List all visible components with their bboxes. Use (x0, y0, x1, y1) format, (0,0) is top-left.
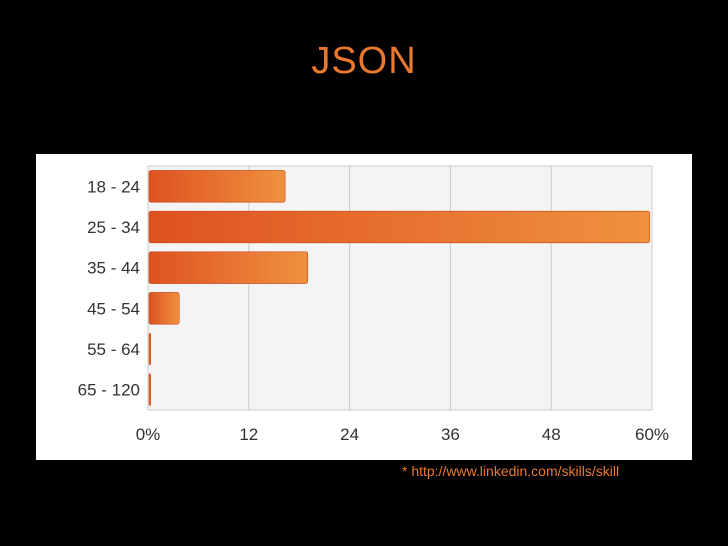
x-tick-label: 48 (542, 425, 561, 444)
bar-55-64 (148, 332, 151, 366)
x-tick-label: 36 (441, 425, 460, 444)
category-label: 55 - 64 (87, 340, 140, 359)
bar-18-24 (148, 170, 286, 203)
source-note: * http://www.linkedin.com/skills/skill (402, 463, 620, 479)
slide-title: JSON (311, 40, 417, 82)
chart-panel: 18 - 24 25 - 34 35 - 44 45 - 54 55 - 64 65 - … (36, 154, 692, 460)
bar-65-120 (148, 373, 151, 406)
category-label: 45 - 54 (87, 299, 140, 318)
age-distribution-bar-chart: 18 - 24 25 - 34 35 - 44 45 - 54 55 - 64 65 - … (78, 165, 669, 444)
x-tick-label: 0% (136, 425, 161, 444)
bar-35-44 (148, 251, 309, 284)
x-tick-label: 12 (239, 425, 258, 444)
bar-25-34 (148, 210, 650, 244)
bar-45-54 (148, 292, 180, 325)
category-label: 18 - 24 (87, 177, 140, 196)
plot-area (147, 165, 653, 411)
x-tick-label: 24 (340, 425, 359, 444)
x-tick-label: 60% (635, 425, 669, 444)
category-label: 35 - 44 (87, 259, 140, 278)
category-label: 25 - 34 (87, 218, 140, 237)
category-label: 65 - 120 (78, 381, 140, 400)
